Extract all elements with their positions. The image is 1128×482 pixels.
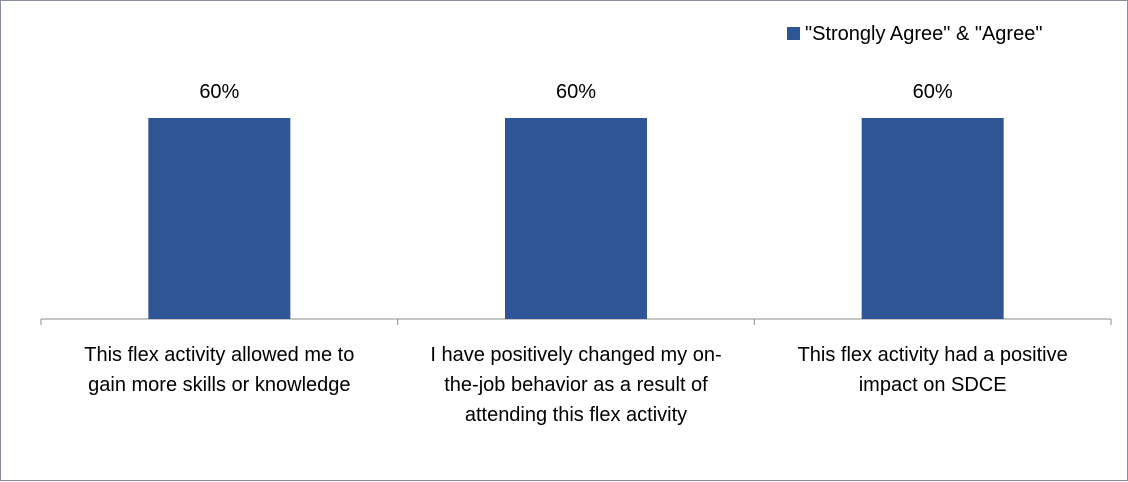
bar: [861, 118, 1004, 319]
category-label: the-job behavior as a result of: [444, 374, 708, 396]
data-label: 60%: [556, 81, 596, 103]
legend: "Strongly Agree" & "Agree": [787, 23, 1042, 45]
data-label: 60%: [913, 81, 953, 103]
category-labels-group: This flex activity allowed me to gain mor…: [84, 344, 1067, 426]
category-label: This flex activity allowed me to: [84, 344, 354, 366]
category-label: attending this flex activity: [465, 404, 687, 426]
x-axis: [40, 318, 1112, 325]
legend-swatch: [787, 27, 800, 40]
data-label: 60%: [199, 81, 239, 103]
bar: [148, 118, 291, 319]
data-labels-group: 60% 60% 60%: [199, 81, 953, 103]
bars-group: [148, 118, 1004, 319]
category-label: This flex activity had a positive: [798, 344, 1068, 366]
bar: [505, 118, 647, 319]
category-label: gain more skills or knowledge: [88, 374, 350, 396]
category-label: I have positively changed my on-: [430, 344, 721, 366]
category-label: impact on SDCE: [859, 374, 1007, 396]
legend-label: "Strongly Agree" & "Agree": [805, 23, 1042, 45]
